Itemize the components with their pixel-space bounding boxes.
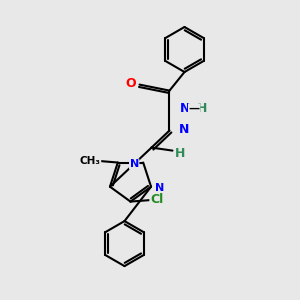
Text: O: O — [126, 76, 136, 90]
Text: N: N — [180, 102, 190, 116]
Text: N: N — [130, 159, 139, 169]
Text: H: H — [197, 102, 207, 116]
Text: N: N — [179, 123, 189, 136]
Text: N: N — [179, 123, 189, 136]
Text: Cl: Cl — [150, 193, 163, 206]
Text: N: N — [155, 183, 165, 193]
Text: —: — — [188, 104, 200, 114]
Text: N: N — [180, 102, 190, 116]
Text: CH₃: CH₃ — [81, 156, 100, 166]
Text: H: H — [197, 102, 207, 116]
Text: H: H — [175, 147, 185, 160]
Text: N: N — [155, 183, 165, 193]
Text: N: N — [130, 159, 139, 169]
Text: Cl: Cl — [150, 193, 163, 206]
Text: O: O — [126, 76, 136, 90]
Text: H: H — [175, 147, 185, 160]
Text: CH₃: CH₃ — [80, 156, 101, 166]
Text: —: — — [188, 104, 200, 114]
